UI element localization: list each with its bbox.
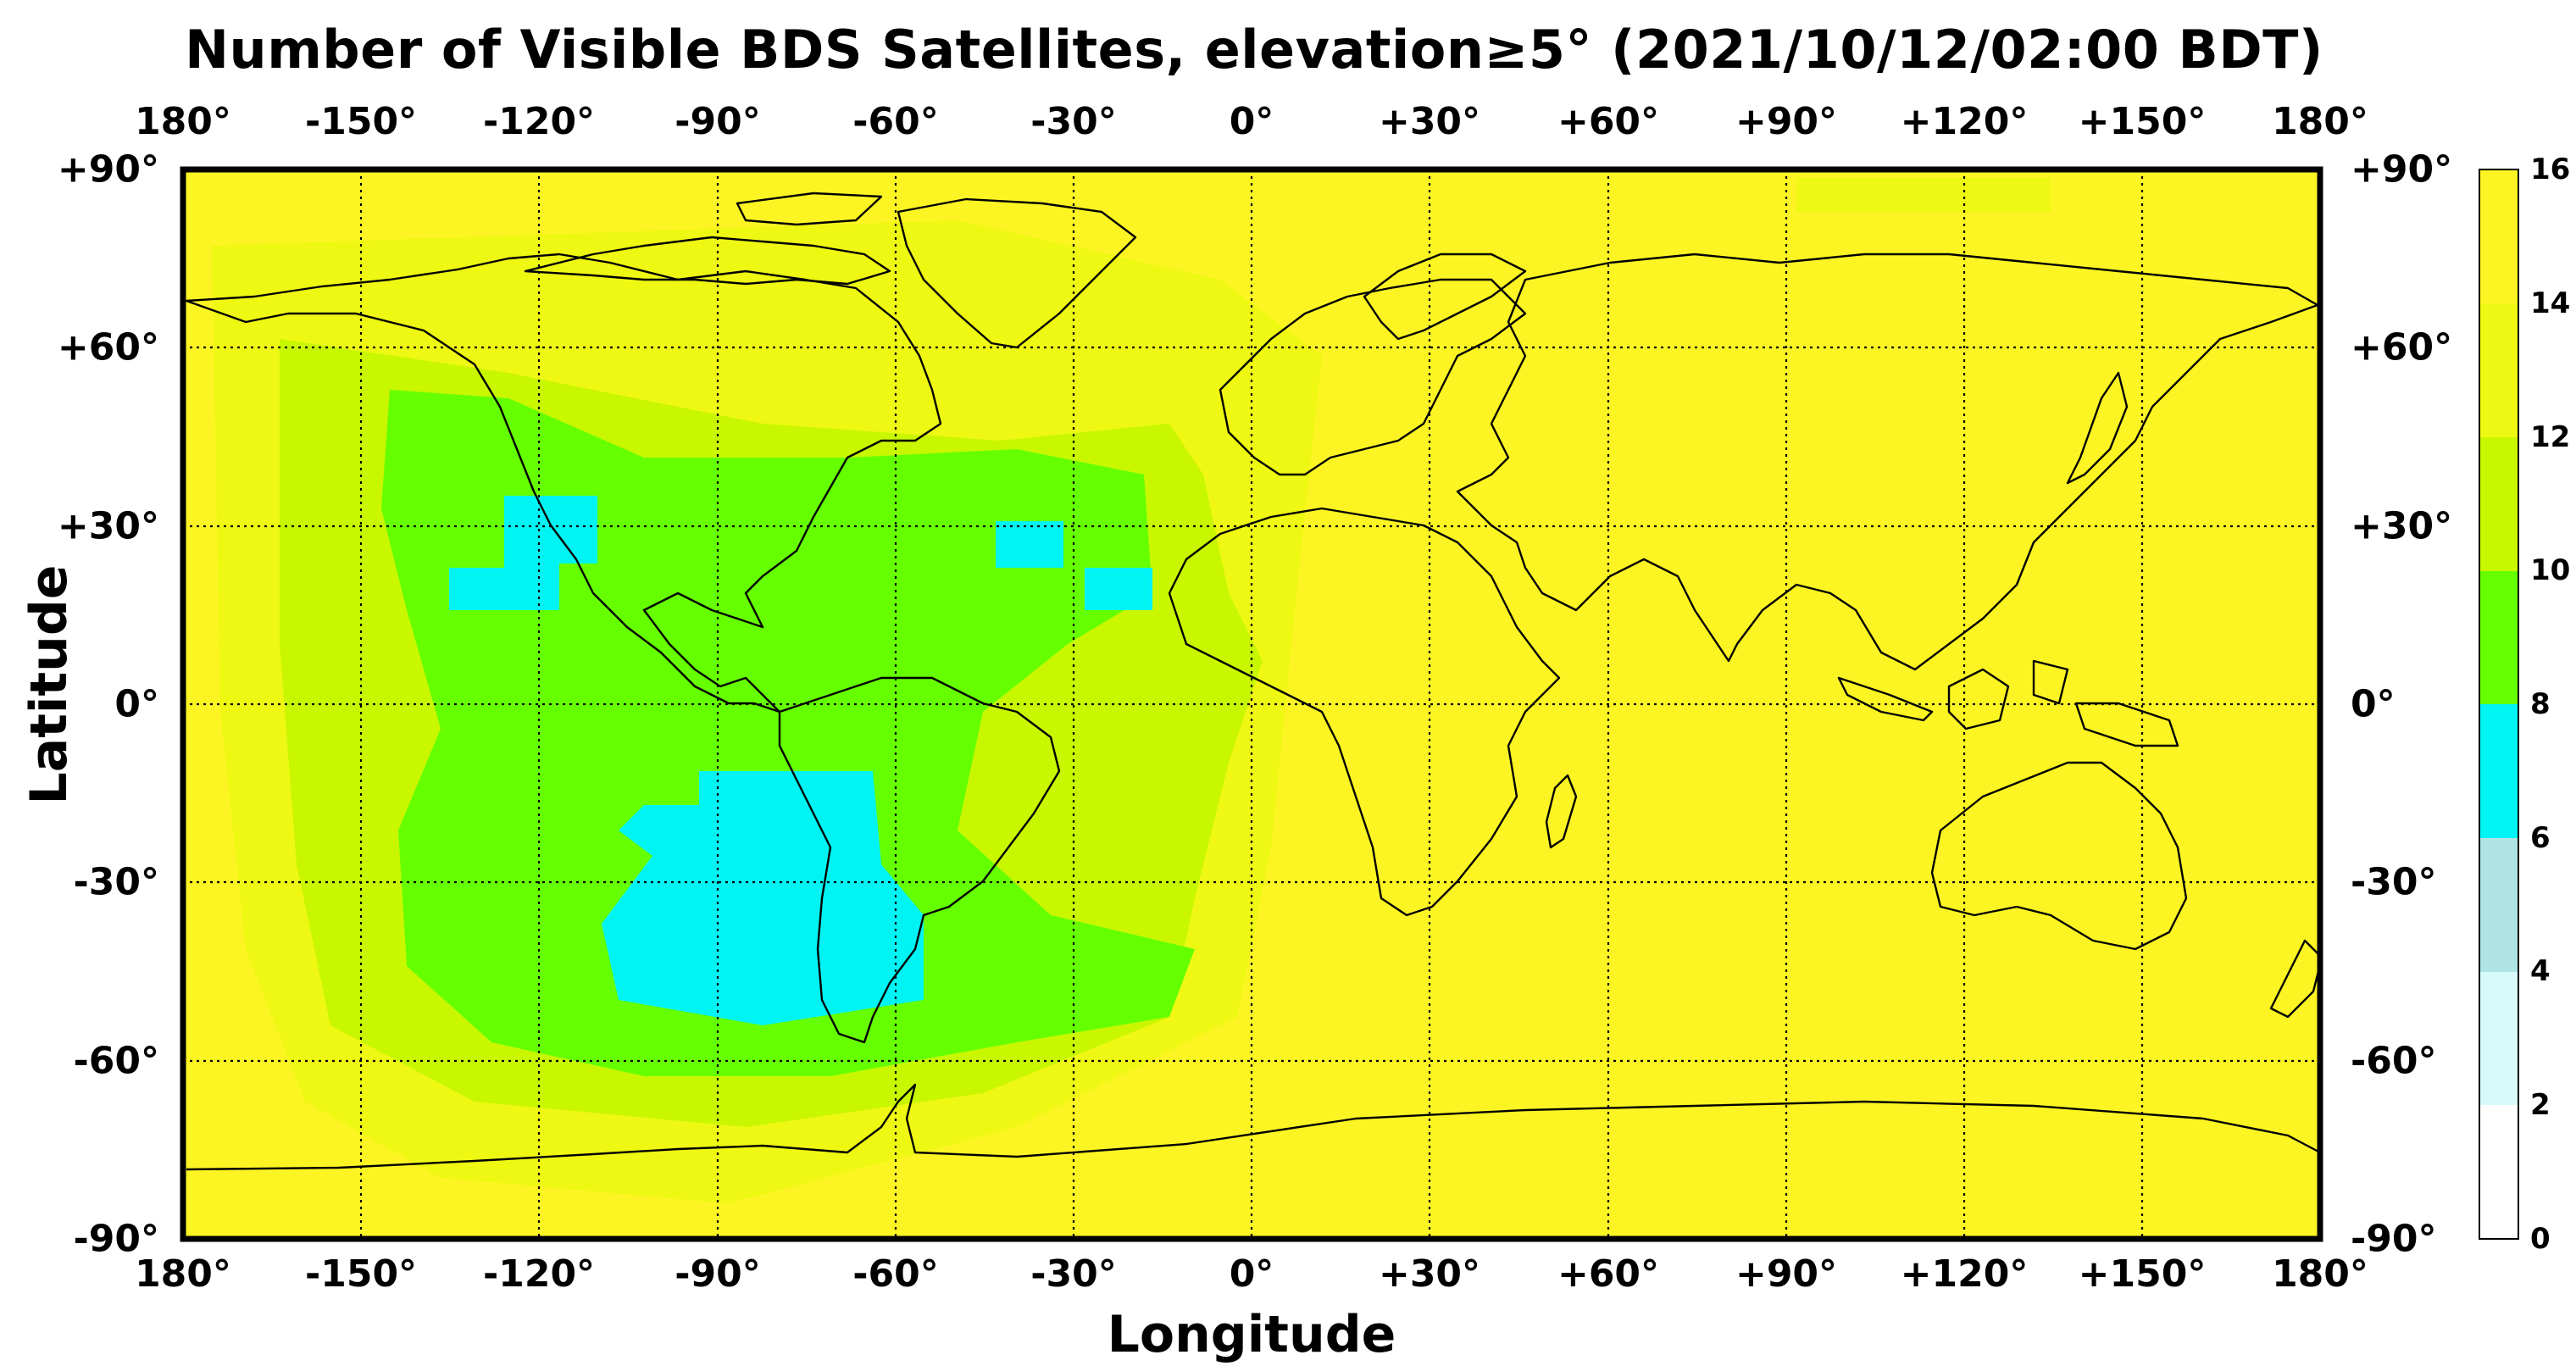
coverage-6-8 [449,496,1152,1025]
colorbar-tick: 16 [2530,153,2571,186]
colorbar-tick: 4 [2530,954,2551,988]
lon-tick-top: +120° [1900,100,2029,143]
lon-tick-bottom: +60° [1557,1252,1660,1296]
lon-tick-top: -150° [304,100,418,143]
colorbar-tick: 12 [2530,420,2571,454]
lat-tick-right: -30° [2351,860,2437,904]
lat-tick-left: -60° [73,1039,160,1083]
lon-tick-top: 0° [1229,100,1274,143]
lon-tick-top: +30° [1378,100,1481,143]
y-axis-label: Latitude [19,564,79,805]
coast-antarctica [186,1083,2321,1171]
lon-tick-top: -30° [1030,100,1117,143]
graticule [183,169,2320,1239]
lon-tick-bottom: +120° [1900,1252,2029,1296]
lon-tick-top: +90° [1735,100,1838,143]
lon-tick-top: -90° [675,100,761,143]
lon-tick-bottom: +30° [1378,1252,1481,1296]
lon-tick-top: -60° [852,100,939,143]
coast-europe [1219,278,1527,476]
coast-north-america [185,253,942,714]
lon-tick-bottom: 0° [1229,1252,1274,1296]
colorbar-tick: 2 [2530,1088,2551,1122]
coast-africa [1168,507,1561,917]
lat-tick-left: +60° [57,325,159,369]
coast-south-america [778,676,1061,1044]
lon-tick-bottom: 180° [135,1252,231,1296]
coast-greenland [897,197,1137,349]
colorbar-tick: 8 [2530,687,2551,721]
lon-tick-bottom: +90° [1735,1252,1838,1296]
lat-tick-right: +60° [2351,325,2453,369]
plot-frame [180,166,2323,1242]
colorbar-tick: 0 [2530,1222,2551,1256]
coastlines [185,192,2323,1171]
lon-tick-bottom: -30° [1030,1252,1117,1296]
colorbar-tick: 10 [2530,553,2571,587]
lat-tick-left: 0° [114,682,159,726]
colorbar-tick: 6 [2530,821,2551,855]
lat-tick-right: 0° [2351,682,2396,726]
lat-tick-right: +90° [2351,147,2453,192]
lat-tick-right: +30° [2351,504,2453,548]
lon-tick-top: 180° [2272,100,2368,143]
lat-tick-left: -30° [73,860,160,904]
coast-australia [1930,761,2188,951]
lon-tick-top: +150° [2078,100,2207,143]
coast-asia [1456,253,2319,671]
colorbar-tick: 14 [2530,286,2571,320]
lat-tick-left: +90° [57,147,159,192]
lon-tick-top: -120° [482,100,596,143]
x-axis-label: Longitude [1107,1305,1396,1364]
lon-tick-bottom: +150° [2078,1252,2207,1296]
lon-tick-top: 180° [135,100,231,143]
lon-tick-bottom: -150° [304,1252,418,1296]
lat-tick-left: -90° [73,1217,160,1261]
lat-tick-right: -60° [2351,1039,2437,1083]
lat-tick-left: +30° [57,504,159,548]
lon-tick-bottom: 180° [2272,1252,2368,1296]
lon-tick-top: +60° [1557,100,1660,143]
map-title: Number of Visible BDS Satellites, elevat… [185,19,2323,81]
lon-tick-bottom: -90° [675,1252,761,1296]
lon-tick-bottom: -60° [852,1252,939,1296]
lat-tick-right: -90° [2351,1217,2437,1261]
colorbar [2479,169,2519,1240]
lon-tick-bottom: -120° [482,1252,596,1296]
